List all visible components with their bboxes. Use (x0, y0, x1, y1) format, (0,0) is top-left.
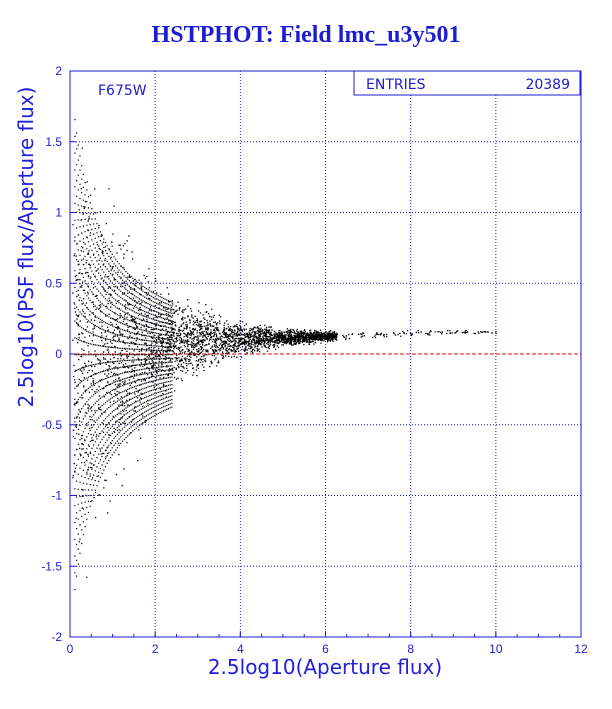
entries-label: ENTRIES (366, 77, 426, 93)
y-tick-label: 2 (55, 64, 62, 78)
stats-box: ENTRIES 20389 (353, 70, 581, 96)
y-tick-label: -2 (51, 630, 62, 644)
entries-value: 20389 (525, 77, 570, 93)
y-axis-label: 2.5log10(PSF flux/Aperture flux) (14, 87, 38, 408)
x-tick-label: 10 (489, 642, 503, 656)
y-tick-label: -0.5 (41, 418, 62, 432)
y-tick-label: 1 (55, 206, 62, 220)
y-tick-label: 1.5 (45, 135, 62, 149)
y-tick-label: 0 (55, 347, 62, 361)
x-tick-label: 6 (322, 642, 329, 656)
y-tick-label: -1 (51, 489, 62, 503)
x-tick-label: 0 (67, 642, 74, 656)
scatter-points (72, 119, 497, 591)
x-axis-label: 2.5log10(Aperture flux) (208, 655, 442, 679)
data-points (72, 119, 497, 591)
x-tick-label: 4 (237, 642, 244, 656)
x-tick-label: 12 (574, 642, 588, 656)
axis-ticks: 0 2 4 6 8 10 12 2 1.5 1 0.5 0 -0.5 -1 -1.5 -2 (41, 64, 588, 656)
chart-title: HSTPHOT: Field lmc_u3y501 (151, 22, 461, 48)
y-tick-label: 0.5 (45, 276, 62, 290)
x-tick-label: 2 (152, 642, 159, 656)
x-tick-label: 8 (407, 642, 414, 656)
y-tick-label: -1.5 (41, 559, 62, 573)
filter-label: F675W (98, 83, 147, 99)
